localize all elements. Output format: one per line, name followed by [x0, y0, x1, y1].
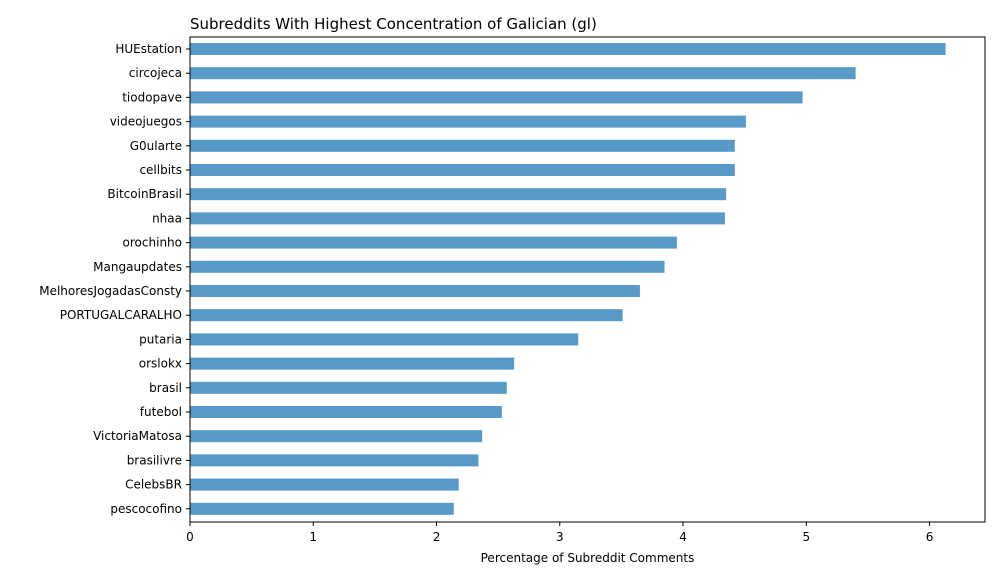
bar-orochinho	[190, 236, 677, 249]
bar-HUEstation	[190, 43, 946, 55]
y-tick-label: CelebsBR	[125, 478, 182, 492]
y-tick-label: brasil	[149, 381, 182, 395]
bar-MelhoresJogadasConsty	[190, 285, 640, 297]
bar-nhaa	[190, 212, 725, 225]
bar-PORTUGALCARALHO	[190, 309, 623, 322]
x-tick-label: 3	[556, 530, 564, 544]
bar-videojuegos	[190, 115, 746, 128]
bars-group	[190, 43, 946, 515]
bar-futebol	[190, 406, 502, 418]
y-tick-label: MelhoresJogadasConsty	[39, 284, 182, 298]
bar-circojeca	[190, 67, 856, 80]
y-tick-label: futebol	[140, 405, 182, 419]
y-tick-label: Mangaupdates	[93, 260, 182, 274]
y-tick-label: PORTUGALCARALHO	[60, 308, 182, 322]
y-axis: HUEstation circojeca tiodopave videojuegos G…	[39, 42, 190, 516]
y-tick-label: G0ularte	[130, 139, 182, 153]
x-tick-label: 6	[926, 530, 934, 544]
y-tick-label: circojeca	[129, 66, 182, 80]
bar-brasil	[190, 381, 507, 394]
y-tick-label: pescocofino	[110, 502, 182, 516]
bar-brasilivre	[190, 454, 479, 467]
y-tick-label: tiodopave	[122, 90, 182, 104]
y-tick-label: nhaa	[152, 211, 182, 225]
x-tick-label: 1	[309, 530, 317, 544]
bar-tiodopave	[190, 91, 803, 104]
bar-putaria	[190, 333, 579, 346]
bar-Mangaupdates	[190, 260, 665, 273]
x-axis: 0 1 2 3 4 5 6	[186, 522, 933, 544]
y-tick-label: orslokx	[139, 357, 182, 371]
y-tick-label: VictoriaMatosa	[93, 429, 182, 443]
x-tick-label: 5	[802, 530, 810, 544]
y-tick-label: putaria	[139, 332, 182, 346]
bar-G0ularte	[190, 139, 735, 152]
x-tick-label: 2	[433, 530, 441, 544]
bar-cellbits	[190, 164, 735, 176]
bar-orslokx	[190, 357, 515, 370]
bar-CelebsBR	[190, 478, 459, 491]
x-tick-label: 4	[679, 530, 687, 544]
y-tick-label: videojuegos	[110, 115, 182, 129]
y-tick-label: orochinho	[123, 236, 182, 250]
y-tick-label: BitcoinBrasil	[107, 187, 182, 201]
bar-pescocofino	[190, 502, 454, 515]
plot-frame	[189, 36, 986, 523]
x-axis-label: Percentage of Subreddit Comments	[481, 551, 695, 565]
bar-VictoriaMatosa	[190, 430, 483, 443]
x-tick-label: 0	[186, 530, 194, 544]
bar-BitcoinBrasil	[190, 188, 727, 201]
y-tick-label: brasilivre	[127, 453, 182, 467]
chart-title: Subreddits With Highest Concentration of…	[190, 15, 597, 33]
y-tick-label: cellbits	[139, 163, 182, 177]
y-tick-label: HUEstation	[115, 42, 182, 56]
